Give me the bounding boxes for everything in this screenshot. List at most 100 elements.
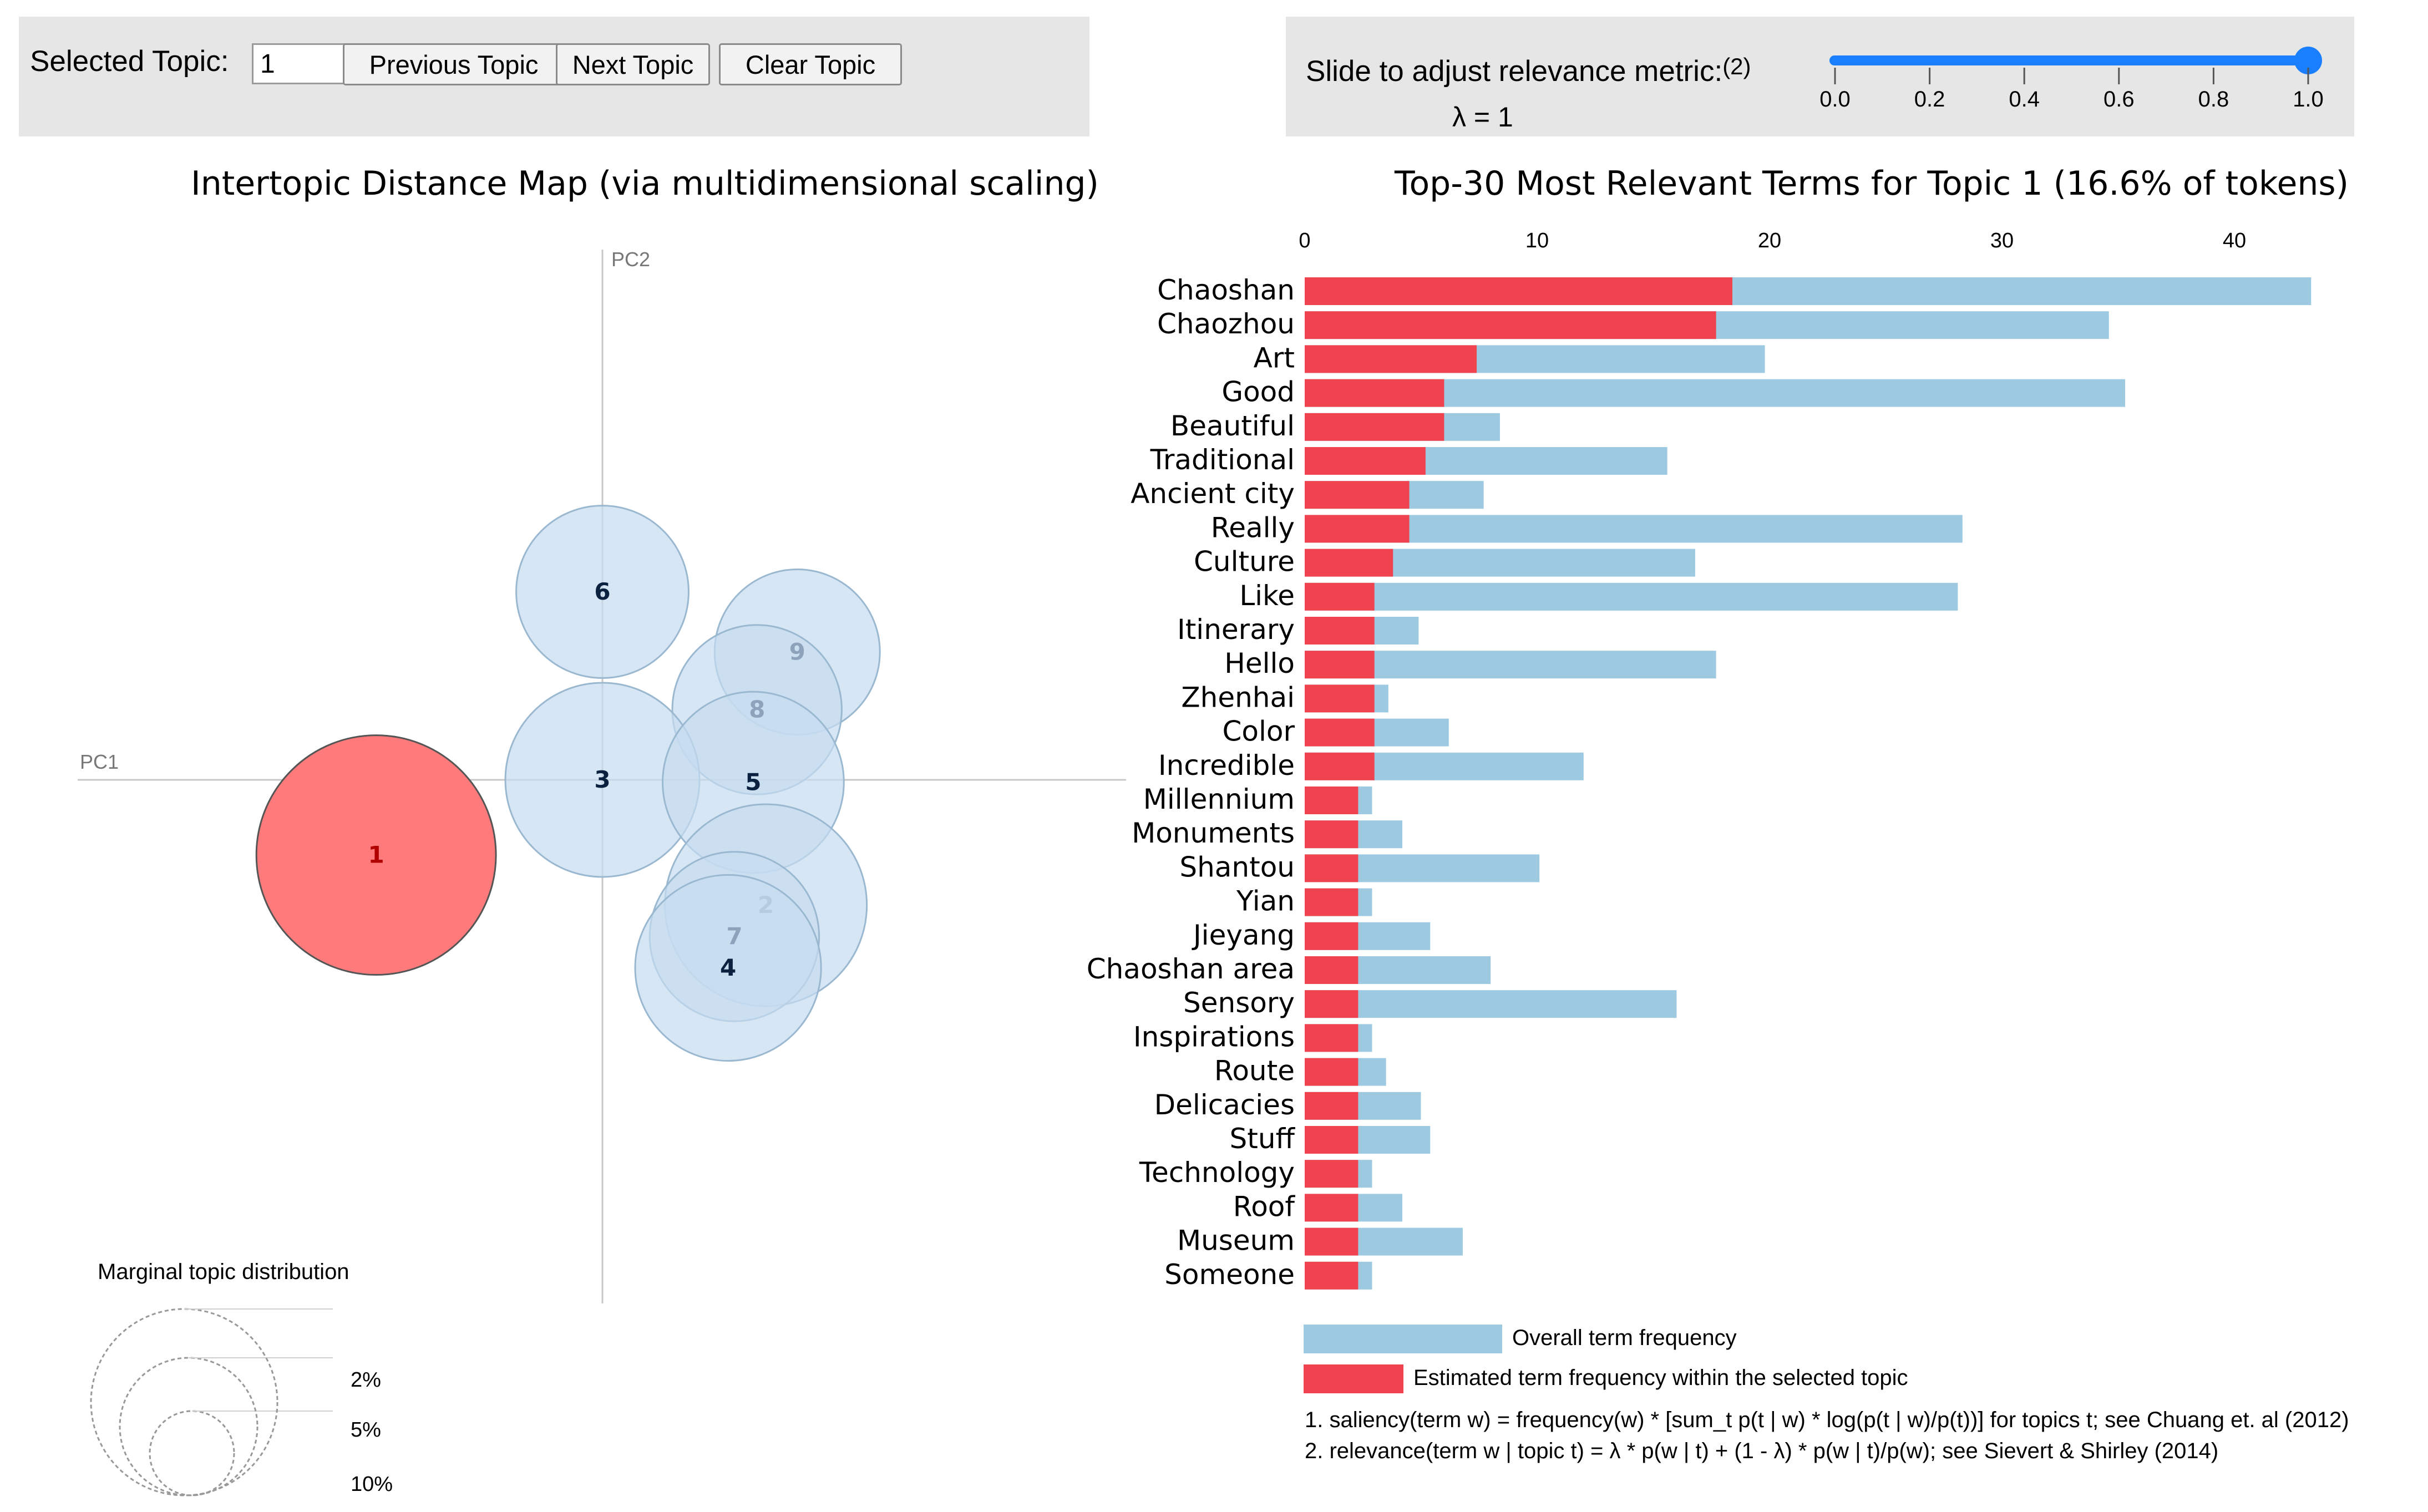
bar-estimated-17[interactable] (1305, 854, 1359, 882)
term-label[interactable]: Chaozhou (1157, 308, 1295, 340)
slider-tick-label: 0.6 (2103, 87, 2135, 111)
term-label[interactable]: Traditional (1150, 444, 1295, 476)
bar-estimated-18[interactable] (1305, 888, 1359, 916)
term-label[interactable]: Like (1239, 580, 1295, 612)
topic-circle[interactable] (255, 734, 497, 976)
marginal-legend-circle (149, 1410, 235, 1496)
next-topic-button[interactable]: Next Topic (556, 43, 710, 85)
footnote-relevance: 2. relevance(term w | topic t) = λ * p(w… (1305, 1439, 2219, 1463)
bar-estimated-12[interactable] (1305, 684, 1375, 713)
term-label[interactable]: Chaoshan area (1087, 953, 1295, 985)
term-label[interactable]: Art (1254, 342, 1295, 374)
relevance-label: Slide to adjust relevance metric:(2) (1306, 53, 1751, 88)
term-label[interactable]: Shantou (1179, 851, 1295, 883)
bar-estimated-21[interactable] (1305, 990, 1359, 1018)
term-label[interactable]: Monuments (1132, 817, 1295, 849)
topic-label: 1 (368, 841, 384, 869)
term-label[interactable]: Delicacies (1154, 1089, 1295, 1121)
term-label[interactable]: Ancient city (1131, 478, 1295, 510)
term-label[interactable]: Millennium (1143, 783, 1295, 815)
x-tick-label: 10 (1525, 229, 1549, 252)
selected-topic-input[interactable] (252, 43, 352, 84)
map-left-margin (0, 166, 19, 1320)
bar-estimated-3[interactable] (1305, 379, 1444, 407)
bar-estimated-10[interactable] (1305, 617, 1375, 645)
term-label[interactable]: Zhenhai (1181, 681, 1295, 713)
bar-estimated-24[interactable] (1305, 1092, 1359, 1120)
pc2-label: PC2 (611, 248, 650, 271)
term-label[interactable]: Culture (1194, 546, 1295, 578)
term-label[interactable]: Sensory (1183, 987, 1295, 1019)
topic-label: 5 (745, 769, 761, 796)
lambda-readout: λ = 1 (1452, 102, 1513, 133)
term-label[interactable]: Beautiful (1170, 410, 1295, 442)
topic-circle[interactable] (515, 505, 690, 679)
bar-estimated-22[interactable] (1305, 1024, 1359, 1052)
footnotes: 1. saliency(term w) = frequency(w) * [su… (1305, 1404, 2349, 1467)
bar-estimated-9[interactable] (1305, 582, 1375, 611)
relevance-panel: Slide to adjust relevance metric:(2) λ =… (1286, 17, 2354, 136)
bar-estimated-13[interactable] (1305, 718, 1375, 747)
slider-tick-label: 1.0 (2293, 87, 2324, 111)
intertopic-distance-map: PC1PC2169835274 (0, 166, 1126, 1320)
term-label[interactable]: Technology (1139, 1156, 1295, 1189)
term-label[interactable]: Really (1211, 511, 1295, 544)
bar-estimated-5[interactable] (1305, 447, 1426, 475)
bar-estimated-25[interactable] (1305, 1126, 1359, 1154)
term-label[interactable]: Inspirations (1133, 1021, 1295, 1053)
topic-bubble-1[interactable]: 1 (255, 734, 497, 976)
slider-tick-label: 0.2 (1914, 87, 1945, 111)
legend-overall-swatch (1304, 1325, 1502, 1353)
term-label[interactable]: Roof (1233, 1190, 1296, 1222)
term-label[interactable]: Good (1221, 376, 1295, 408)
term-label[interactable]: Jieyang (1192, 919, 1295, 951)
slider-tick-label: 0.8 (2198, 87, 2229, 111)
selected-topic-label: Selected Topic: (30, 45, 229, 78)
bar-estimated-14[interactable] (1305, 752, 1375, 780)
topic-bubble-6[interactable]: 6 (515, 505, 690, 679)
topic-label: 4 (720, 954, 736, 981)
topic-control-panel: Selected Topic: Previous Topic Next Topi… (19, 17, 1089, 136)
term-label[interactable]: Hello (1224, 647, 1295, 679)
bar-estimated-15[interactable] (1305, 787, 1359, 814)
bar-estimated-8[interactable] (1305, 549, 1393, 577)
bar-estimated-27[interactable] (1305, 1194, 1359, 1222)
term-label[interactable]: Chaoshan (1157, 274, 1295, 306)
term-label[interactable]: Itinerary (1177, 613, 1295, 646)
bar-estimated-28[interactable] (1305, 1227, 1359, 1256)
bar-estimated-29[interactable] (1305, 1261, 1359, 1290)
bar-estimated-2[interactable] (1305, 345, 1477, 373)
term-label[interactable]: Museum (1177, 1225, 1295, 1257)
bar-estimated-20[interactable] (1305, 956, 1359, 984)
bar-overall-21[interactable] (1305, 990, 1677, 1018)
term-label[interactable]: Someone (1164, 1259, 1295, 1291)
bar-estimated-1[interactable] (1305, 311, 1716, 339)
bar-estimated-23[interactable] (1305, 1058, 1359, 1086)
term-label[interactable]: Stuff (1230, 1123, 1296, 1155)
marginal-legend-circle (90, 1308, 278, 1496)
relevance-label-text: Slide to adjust relevance metric: (1306, 55, 1723, 88)
bar-estimated-6[interactable] (1305, 481, 1410, 509)
previous-topic-button[interactable]: Previous Topic (343, 43, 565, 85)
marginal-legend-level: 2% (351, 1368, 381, 1392)
bar-estimated-4[interactable] (1305, 413, 1444, 441)
bar-estimated-19[interactable] (1305, 922, 1359, 950)
relevance-slider-track[interactable] (1829, 55, 2310, 65)
bar-estimated-11[interactable] (1305, 651, 1375, 679)
bar-estimated-16[interactable] (1305, 820, 1359, 849)
term-label[interactable]: Yian (1236, 885, 1295, 917)
relevant-terms-bar-chart: 0 10 20 30 40 ChaoshanChaozhouArtGoodBeautifu… (1087, 229, 2312, 1291)
term-label[interactable]: Color (1222, 716, 1295, 748)
footnote-saliency: 1. saliency(term w) = frequency(w) * [su… (1305, 1408, 2349, 1432)
term-label[interactable]: Route (1214, 1055, 1295, 1087)
clear-topic-button[interactable]: Clear Topic (719, 43, 902, 85)
bar-estimated-7[interactable] (1305, 515, 1410, 543)
bar-estimated-0[interactable] (1305, 277, 1732, 305)
topic-bubble-4[interactable]: 4 (634, 874, 822, 1062)
topic-circle[interactable] (634, 874, 822, 1062)
term-label[interactable]: Incredible (1158, 749, 1295, 782)
bar-overall-9[interactable] (1305, 582, 1958, 611)
x-tick-label: 20 (1758, 229, 1781, 252)
bar-overall-7[interactable] (1305, 515, 1963, 543)
bar-estimated-26[interactable] (1305, 1160, 1359, 1188)
